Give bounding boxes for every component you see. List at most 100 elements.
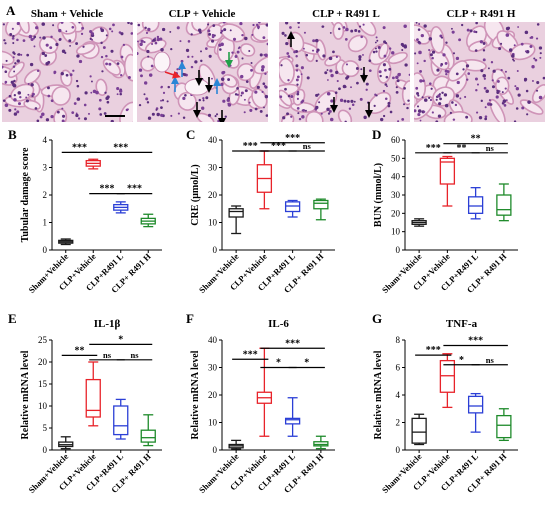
box-4 — [496, 183, 512, 222]
box-3 — [284, 199, 301, 218]
y-tick-label: 20 — [38, 357, 48, 367]
box-2 — [256, 347, 273, 437]
significance-label: ** — [471, 134, 481, 145]
y-tick-label: 5 — [43, 423, 48, 433]
box-4 — [140, 414, 156, 447]
y-axis-label: Tubular damage score — [20, 147, 31, 242]
significance-label: *** — [468, 336, 483, 347]
panel-letter-e: E — [8, 311, 17, 326]
y-tick-label: 10 — [391, 227, 401, 237]
box-iqr — [284, 417, 301, 425]
box-4 — [140, 213, 156, 228]
panel-letter-b: B — [8, 127, 17, 142]
significance-label: *** — [426, 345, 441, 356]
box-iqr — [439, 359, 456, 393]
y-tick-label: 2 — [43, 190, 48, 200]
box-1 — [411, 413, 427, 446]
y-tick-label: 40 — [208, 335, 218, 345]
y-tick-label: 30 — [208, 363, 218, 373]
significance-label: * — [276, 358, 281, 369]
panel-letter-c: C — [186, 127, 195, 142]
box-2 — [256, 150, 273, 210]
y-tick-label: 40 — [391, 172, 401, 182]
box-1 — [411, 218, 427, 227]
y-tick-label: 50 — [391, 153, 401, 163]
box-iqr — [228, 208, 244, 218]
significance-label: * — [459, 355, 464, 366]
tissue-3 — [279, 22, 410, 122]
box-iqr — [439, 157, 456, 185]
box-3 — [113, 398, 129, 440]
significance-label: ns — [303, 141, 312, 151]
box-3 — [467, 187, 484, 220]
histology-layer — [2, 22, 545, 122]
panel-letter-a: A — [6, 3, 16, 18]
box-3 — [113, 201, 129, 214]
histology-title-3: CLP + R491 L — [312, 8, 380, 20]
box-2 — [85, 361, 101, 427]
y-tick-label: 10 — [38, 401, 48, 411]
box-iqr — [113, 405, 129, 436]
box-1 — [58, 238, 74, 246]
significance-label: ns — [130, 350, 139, 360]
y-tick-label: 15 — [38, 379, 48, 389]
tissue-1 — [2, 22, 133, 122]
significance-label: *** — [285, 338, 300, 349]
box-4 — [313, 198, 329, 221]
y-tick-label: 0 — [43, 445, 48, 455]
significance-label: * — [304, 358, 309, 369]
y-tick-label: 20 — [391, 208, 401, 218]
y-tick-label: 0 — [43, 245, 48, 255]
box-1 — [228, 205, 244, 235]
box-iqr — [496, 414, 512, 439]
box-iqr — [313, 199, 329, 210]
panel-letter-f: F — [186, 311, 194, 326]
box-iqr — [85, 378, 101, 418]
box-iqr — [411, 417, 427, 444]
box-2 — [439, 353, 456, 409]
y-tick-label: 0 — [213, 245, 218, 255]
box-iqr — [496, 194, 512, 216]
significance-label: *** — [271, 141, 286, 152]
histology-title-2: CLP + Vehicle — [169, 8, 236, 20]
significance-label: ** — [75, 345, 85, 356]
y-tick-label: 10 — [208, 218, 218, 228]
y-tick-label: 6 — [396, 363, 401, 373]
y-tick-label: 8 — [396, 335, 401, 345]
box-3 — [284, 397, 301, 437]
box-2 — [85, 158, 101, 170]
significance-label: *** — [113, 142, 128, 153]
significance-label: *** — [100, 184, 115, 195]
histology-image-1: Sham + Vehicle — [31, 8, 103, 20]
histology-title-1: Sham + Vehicle — [31, 8, 103, 20]
y-tick-label: 25 — [38, 335, 48, 345]
tissue-4 — [414, 22, 545, 122]
box-iqr — [284, 201, 301, 213]
y-tick-label: 20 — [208, 190, 218, 200]
red-arrow — [164, 70, 181, 79]
y-tick-label: 0 — [396, 445, 401, 455]
histology-title-4: CLP + R491 H — [447, 8, 516, 20]
box-iqr — [140, 429, 156, 443]
significance-label: *** — [426, 143, 441, 154]
y-tick-label: 4 — [396, 390, 401, 400]
histology-image-2: CLP + Vehicle — [169, 8, 236, 20]
box-iqr — [467, 395, 484, 414]
significance-label: ns — [486, 355, 495, 365]
box-iqr — [467, 196, 484, 214]
y-tick-label: 1 — [43, 218, 48, 228]
significance-label: *** — [127, 184, 142, 195]
y-axis-label: Relative mRNA level — [20, 350, 31, 439]
chart-title: IL-1β — [94, 318, 121, 330]
significance-label: ** — [457, 143, 467, 154]
significance-label: ns — [103, 350, 112, 360]
histology-image-4: CLP + R491 H — [447, 8, 516, 20]
box-iqr — [313, 441, 329, 447]
significance-label: *** — [285, 133, 300, 144]
y-tick-label: 3 — [43, 163, 48, 173]
chart-title: IL-6 — [268, 318, 289, 330]
